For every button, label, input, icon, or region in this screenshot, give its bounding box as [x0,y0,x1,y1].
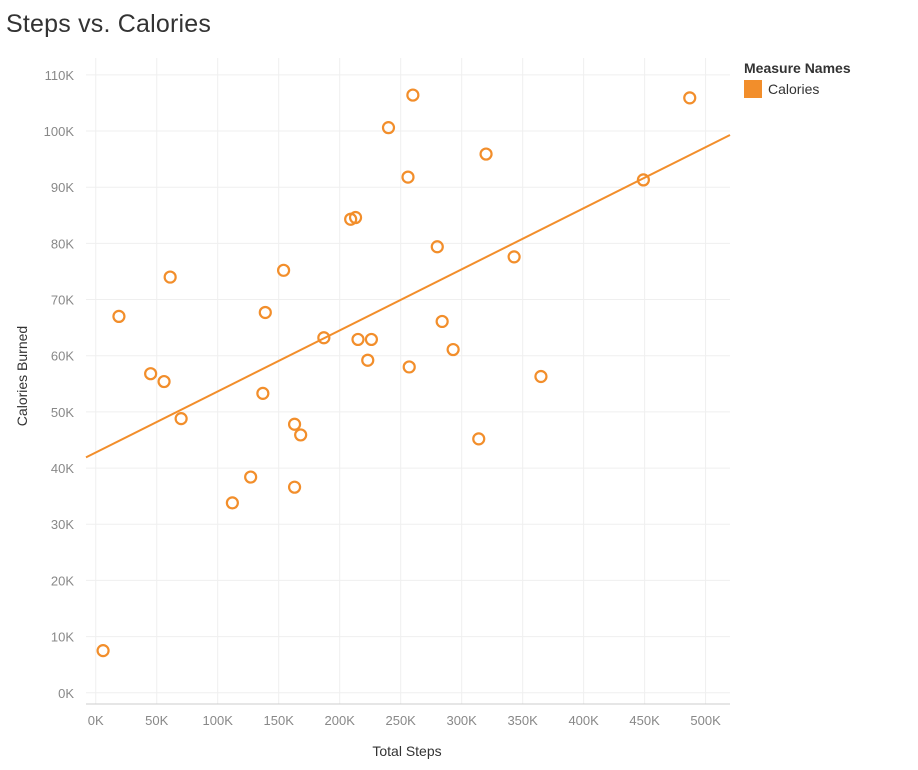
data-point[interactable] [163,270,177,284]
data-point[interactable] [361,353,375,367]
legend: Measure Names Calories [744,60,851,98]
data-point[interactable] [406,88,420,102]
legend-label: Calories [768,81,820,97]
data-point[interactable] [507,250,521,264]
data-point[interactable] [112,309,126,323]
data-point[interactable] [472,432,486,446]
data-point[interactable] [144,367,158,381]
y-tick-label: 90K [51,180,74,195]
x-tick-label: 150K [264,713,295,728]
y-tick-label: 60K [51,349,74,364]
y-tick-label: 40K [51,461,74,476]
data-point[interactable] [430,240,444,254]
data-point[interactable] [402,360,416,374]
chart-title: Steps vs. Calories [6,10,212,38]
x-axis-ticks: 0K 50K 100K 150K 200K 250K 300K 350K 400K 450K 500… [88,713,721,728]
y-axis-ticks: 0K 10K 20K 30K 40K 50K 60K 70K 80K 90K 100K 110K [44,68,75,701]
data-point[interactable] [683,91,697,105]
data-point[interactable] [364,332,379,347]
data-point[interactable] [258,305,272,320]
y-tick-label: 70K [51,293,74,308]
trend-line-group [85,134,731,459]
y-tick-label: 110K [45,68,75,83]
legend-swatch [744,80,762,98]
data-point[interactable] [294,428,308,442]
data-point[interactable] [401,170,415,184]
y-tick-label: 10K [51,630,74,645]
data-point[interactable] [276,263,291,277]
data-point[interactable] [157,374,171,389]
data-point[interactable] [435,314,449,329]
data-point[interactable] [317,331,331,345]
data-point[interactable] [287,480,302,494]
x-tick-label: 400K [568,713,599,728]
trend-line [85,134,731,459]
data-point[interactable] [225,496,239,510]
y-tick-label: 50K [51,405,74,420]
data-point[interactable] [479,147,493,161]
legend-title: Measure Names [744,60,851,76]
data-point[interactable] [351,332,365,347]
legend-item-calories[interactable]: Calories [744,80,851,98]
data-point[interactable] [348,210,363,225]
x-tick-label: 100K [203,713,234,728]
data-point[interactable] [256,386,270,400]
y-tick-label: 100K [44,124,75,139]
x-tick-label: 300K [446,713,477,728]
data-point[interactable] [381,121,396,135]
data-point[interactable] [244,470,258,484]
y-tick-label: 30K [51,517,74,532]
x-tick-label: 450K [629,713,660,728]
data-point[interactable] [636,173,651,187]
data-point[interactable] [96,644,110,658]
data-point[interactable] [287,417,302,431]
data-point[interactable] [174,412,188,426]
y-tick-label: 0K [58,686,74,701]
x-tick-label: 250K [385,713,416,728]
x-tick-label: 500K [690,713,721,728]
x-tick-label: 50K [145,713,168,728]
x-tick-label: 350K [507,713,538,728]
x-axis-title: Total Steps [372,743,441,759]
y-tick-label: 80K [51,236,74,251]
x-tick-label: 0K [88,713,104,728]
grid-lines [86,58,730,704]
x-tick-label: 200K [325,713,356,728]
y-axis-title: Calories Burned [14,326,30,426]
data-point[interactable] [446,342,460,357]
data-point[interactable] [534,369,548,384]
y-tick-label: 20K [51,573,74,588]
data-points [96,88,697,658]
